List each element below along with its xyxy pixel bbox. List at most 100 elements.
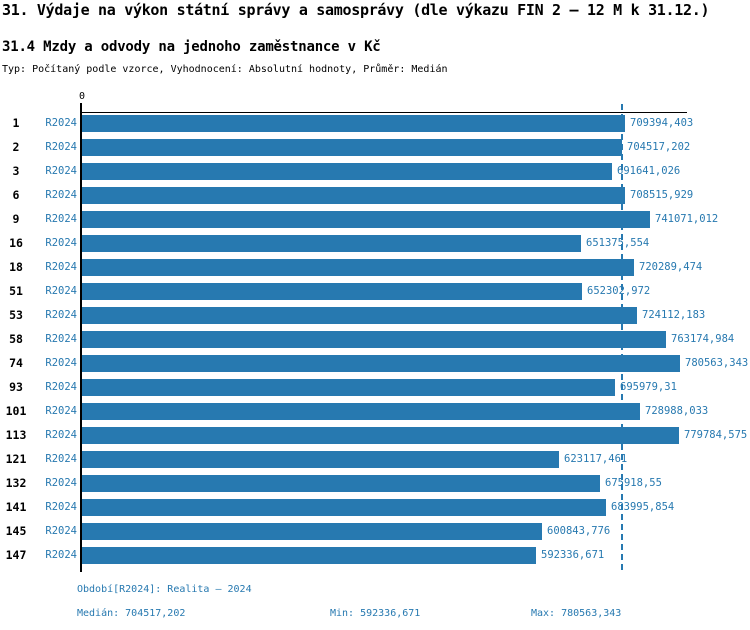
value-bar	[82, 331, 666, 348]
chart-row: 53 R2024 724112,183	[0, 307, 750, 324]
min-stat: Min: 592336,671	[330, 608, 421, 619]
chart-row: 145 R2024 600843,776	[0, 523, 750, 540]
value-bar	[82, 211, 650, 228]
value-bar	[82, 523, 542, 540]
chart-row: 16 R2024 651375,554	[0, 235, 750, 252]
row-series-label: R2024	[45, 429, 77, 441]
report-title: 31. Výdaje na výkon státní správy a samo…	[2, 1, 710, 19]
chart-row: 58 R2024 763174,984	[0, 331, 750, 348]
bar-value-label: 708515,929	[630, 189, 694, 201]
bar-value-label: 741071,012	[655, 213, 719, 225]
chart-row: 74 R2024 780563,343	[0, 355, 750, 372]
chart-row: 113 R2024 779784,575	[0, 427, 750, 444]
bar-value-label: 720289,474	[639, 261, 703, 273]
value-bar	[82, 283, 582, 300]
row-series-label: R2024	[45, 117, 77, 129]
row-series-label: R2024	[45, 453, 77, 465]
row-category-label: 58	[9, 332, 23, 346]
row-category-label: 93	[9, 380, 23, 394]
bar-value-label: 652302,972	[587, 285, 651, 297]
value-bar	[82, 115, 625, 132]
row-category-label: 145	[5, 524, 27, 538]
value-bar	[82, 499, 606, 516]
row-category-label: 101	[5, 404, 27, 418]
median-stat: Medián: 704517,202	[77, 608, 186, 619]
chart-row: 141 R2024 683995,854	[0, 499, 750, 516]
row-series-label: R2024	[45, 501, 77, 513]
row-category-label: 9	[12, 212, 20, 226]
row-category-label: 16	[9, 236, 23, 250]
row-category-label: 2	[12, 140, 20, 154]
row-series-label: R2024	[45, 237, 77, 249]
bar-value-label: 623117,461	[564, 453, 628, 465]
value-bar	[82, 355, 680, 372]
row-category-label: 3	[12, 164, 20, 178]
row-series-label: R2024	[45, 405, 77, 417]
chart-row: 51 R2024 652302,972	[0, 283, 750, 300]
chart-row: 2 R2024 704517,202	[0, 139, 750, 156]
row-category-label: 53	[9, 308, 23, 322]
row-series-label: R2024	[45, 333, 77, 345]
row-series-label: R2024	[45, 357, 77, 369]
bar-value-label: 763174,984	[671, 333, 735, 345]
bar-value-label: 683995,854	[611, 501, 675, 513]
value-bar	[82, 451, 559, 468]
row-series-label: R2024	[45, 477, 77, 489]
row-category-label: 147	[5, 548, 27, 562]
row-series-label: R2024	[45, 213, 77, 225]
value-bar	[82, 235, 581, 252]
bar-value-label: 600843,776	[547, 525, 611, 537]
chart-row: 18 R2024 720289,474	[0, 259, 750, 276]
chart-row: 101 R2024 728988,033	[0, 403, 750, 420]
row-category-label: 1	[12, 116, 20, 130]
row-category-label: 113	[5, 428, 27, 442]
value-bar	[82, 427, 679, 444]
row-series-label: R2024	[45, 381, 77, 393]
chart-row: 147 R2024 592336,671	[0, 547, 750, 564]
section-subtitle: 31.4 Mzdy a odvody na jednoho zaměstnanc…	[2, 39, 381, 55]
chart-row: 1 R2024 709394,403	[0, 115, 750, 132]
bar-value-label: 695979,31	[620, 381, 677, 393]
value-bar	[82, 259, 634, 276]
bar-value-label: 779784,575	[684, 429, 748, 441]
chart-row: 9 R2024 741071,012	[0, 211, 750, 228]
chart-meta-line: Typ: Počítaný podle vzorce, Vyhodnocení:…	[2, 64, 448, 75]
row-series-label: R2024	[45, 309, 77, 321]
period-label: Období[R2024]: Realita – 2024	[77, 584, 252, 595]
x-axis-zero-label: 0	[78, 91, 86, 102]
chart-row: 93 R2024 695979,31	[0, 379, 750, 396]
chart-row: 6 R2024 708515,929	[0, 187, 750, 204]
x-axis-line	[80, 112, 687, 113]
row-category-label: 18	[9, 260, 23, 274]
value-bar	[82, 475, 600, 492]
value-bar	[82, 547, 536, 564]
bar-value-label: 675918,55	[605, 477, 662, 489]
row-series-label: R2024	[45, 525, 77, 537]
bar-value-label: 709394,403	[630, 117, 694, 129]
chart-row: 132 R2024 675918,55	[0, 475, 750, 492]
value-bar	[82, 403, 640, 420]
row-series-label: R2024	[45, 165, 77, 177]
chart-row: 3 R2024 691641,026	[0, 163, 750, 180]
value-bar	[82, 307, 637, 324]
bar-value-label: 728988,033	[645, 405, 709, 417]
value-bar	[82, 187, 625, 204]
y-axis-line	[80, 103, 82, 572]
bar-value-label: 592336,671	[541, 549, 605, 561]
bar-value-label: 724112,183	[642, 309, 706, 321]
row-category-label: 141	[5, 500, 27, 514]
row-category-label: 132	[5, 476, 27, 490]
bar-value-label: 704517,202	[627, 141, 691, 153]
max-stat: Max: 780563,343	[531, 608, 622, 619]
value-bar	[82, 139, 622, 156]
row-series-label: R2024	[45, 285, 77, 297]
row-series-label: R2024	[45, 261, 77, 273]
bar-value-label: 651375,554	[586, 237, 650, 249]
row-category-label: 121	[5, 452, 27, 466]
bar-value-label: 780563,343	[685, 357, 749, 369]
row-series-label: R2024	[45, 549, 77, 561]
bar-value-label: 691641,026	[617, 165, 681, 177]
row-category-label: 6	[12, 188, 20, 202]
chart-row: 121 R2024 623117,461	[0, 451, 750, 468]
